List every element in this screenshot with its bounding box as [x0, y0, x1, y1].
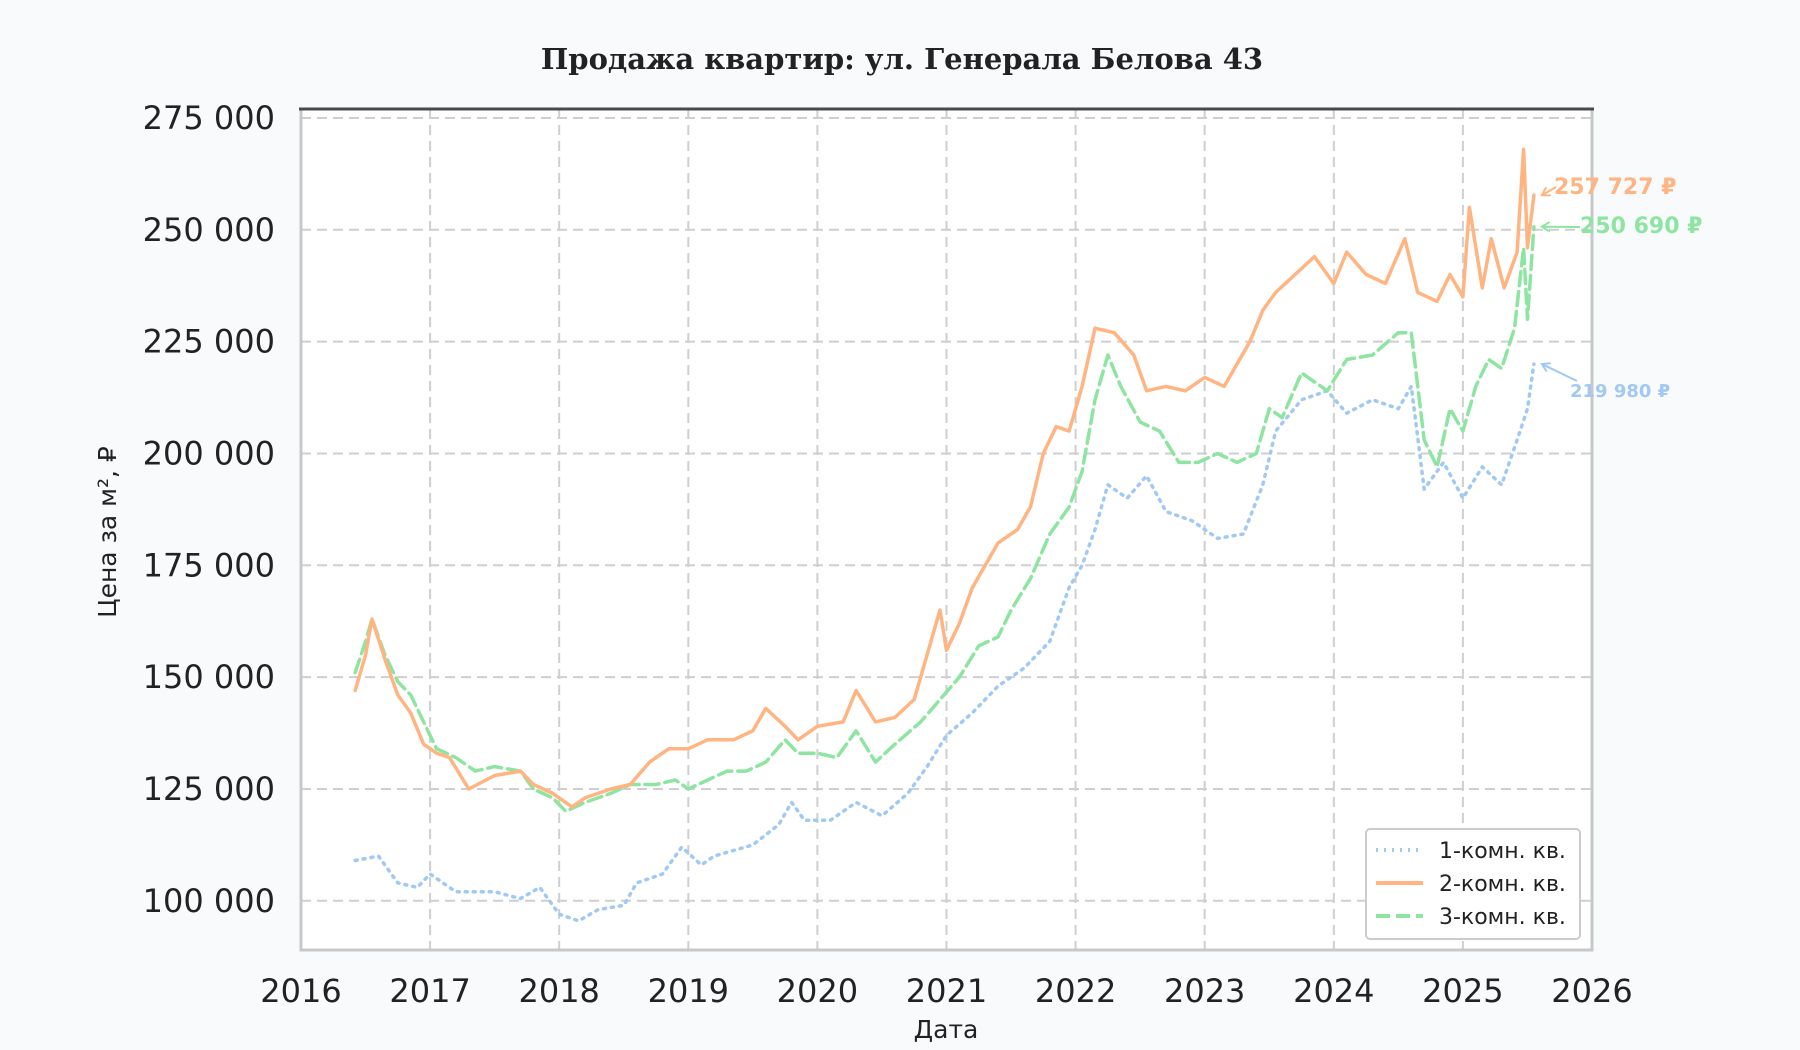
annotation-arrow	[1542, 364, 1578, 382]
x-tick-label: 2025	[1422, 972, 1503, 1010]
end-value-annotations: 257 727 ₽ 250 690 ₽ 219 980 ₽	[1542, 175, 1702, 402]
axis-ticks: 2016 2017 2018 2019 2020 2021 2022 2023 2024 2025…	[143, 99, 1633, 1010]
x-tick-label: 2017	[389, 972, 470, 1010]
x-tick-label: 2024	[1293, 972, 1374, 1010]
x-tick-label: 2016	[260, 972, 341, 1010]
annotation-label: 250 690 ₽	[1580, 214, 1702, 239]
series-lines	[353, 147, 1536, 923]
annotation-arrow	[1542, 186, 1557, 195]
legend-box	[1365, 828, 1581, 940]
y-tick-label: 250 000	[143, 211, 275, 249]
x-tick-label: 2026	[1551, 972, 1632, 1010]
x-tick-label: 2018	[518, 972, 599, 1010]
legend: 1-комн. кв. 2-комн. кв. 3-комн. кв.	[1365, 828, 1581, 940]
x-tick-label: 2021	[906, 972, 987, 1010]
y-tick-label: 200 000	[143, 434, 275, 472]
y-tick-label: 125 000	[143, 770, 275, 808]
y-tick-label: 150 000	[143, 658, 275, 696]
x-tick-label: 2022	[1035, 972, 1116, 1010]
y-tick-label: 275 000	[143, 99, 275, 137]
series-line-2	[353, 147, 1536, 809]
y-tick-label: 175 000	[143, 546, 275, 584]
chart-title: Продажа квартир: ул. Генерала Белова 43	[541, 42, 1263, 76]
legend-label: 2-комн. кв.	[1439, 872, 1566, 897]
x-tick-label: 2019	[648, 972, 729, 1010]
x-tick-label: 2023	[1164, 972, 1245, 1010]
y-axis-label: Цена за м², ₽	[93, 446, 122, 618]
series-line-1	[353, 362, 1536, 923]
y-tick-label: 100 000	[143, 882, 275, 920]
series-line-3	[353, 224, 1536, 814]
legend-label: 1-комн. кв.	[1439, 839, 1566, 864]
x-axis-label: Дата	[914, 1015, 979, 1044]
legend-label: 3-комн. кв.	[1439, 905, 1566, 930]
annotation-label: 219 980 ₽	[1570, 381, 1670, 402]
x-tick-label: 2020	[777, 972, 858, 1010]
y-tick-label: 225 000	[143, 323, 275, 361]
annotation-label: 257 727 ₽	[1554, 175, 1676, 200]
